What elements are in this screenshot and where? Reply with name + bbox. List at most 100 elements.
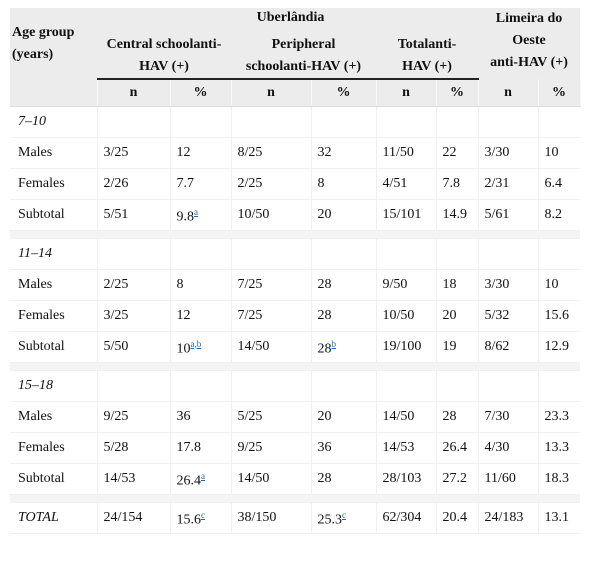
- total-pct: 20.4: [436, 502, 479, 534]
- footnote-link[interactable]: a,b: [190, 338, 202, 349]
- peripheral-pct: 32: [311, 137, 377, 169]
- central-pct-value: 9.8: [176, 209, 195, 225]
- footnote-link[interactable]: c: [201, 509, 205, 520]
- peripheral-pct-value: 28: [317, 471, 332, 486]
- peripheral-pct: 20: [311, 401, 377, 433]
- central-pct: 8: [170, 269, 232, 301]
- central-pct: 9.8a: [170, 199, 232, 231]
- peripheral-n: 10/50: [231, 199, 312, 231]
- row-label: Females: [10, 432, 98, 464]
- central-n: 5/51: [97, 199, 171, 231]
- limeira-n: 11/60: [478, 463, 539, 495]
- limeira-n: 2/31: [478, 168, 539, 200]
- limeira-pct: 12.9: [538, 331, 581, 363]
- footnote-ref: a: [194, 205, 198, 218]
- empty-cell: [376, 106, 437, 138]
- pct-header: %: [538, 79, 581, 107]
- section-spacer: [10, 362, 581, 371]
- peripheral-pct-value: 28: [317, 341, 332, 357]
- row-label: Males: [10, 137, 98, 169]
- table-row: Females 5/28 17.8 9/25 36 14/53 26.4 4/30 13.3: [10, 432, 581, 464]
- limeira-n: 5/32: [478, 300, 539, 332]
- total-n: 14/50: [376, 401, 437, 433]
- empty-cell: [436, 106, 479, 138]
- central-pct-value: 17.8: [176, 440, 202, 455]
- total-n: 62/304: [376, 502, 437, 534]
- table-row: Males 2/25 8 7/25 28 9/50 18 3/30 10: [10, 269, 581, 301]
- limeira-pct: 15.6: [538, 300, 581, 332]
- empty-cell: [436, 238, 479, 270]
- empty-cell: [311, 370, 377, 402]
- footnote-link[interactable]: a: [201, 470, 205, 481]
- header-row-1: Age group (years) Uberlândia Limeira do …: [10, 8, 581, 79]
- total-pct: 14.9: [436, 199, 479, 231]
- footnote-link[interactable]: b: [331, 338, 337, 349]
- empty-cell: [376, 238, 437, 270]
- central-n: 3/25: [97, 137, 171, 169]
- spacer-cell: [10, 230, 581, 239]
- central-pct: 36: [170, 401, 232, 433]
- limeira-pct: 13.3: [538, 432, 581, 464]
- age-section-row: 15–18: [10, 370, 581, 402]
- pct-header: %: [311, 79, 377, 107]
- total-n: 14/53: [376, 432, 437, 464]
- peripheral-pct-value: 28: [317, 308, 332, 323]
- total-n: 10/50: [376, 300, 437, 332]
- peripheral-n: 14/50: [231, 463, 312, 495]
- age-section-row: 11–14: [10, 238, 581, 270]
- central-n: 5/28: [97, 432, 171, 464]
- central-pct: 15.6c: [170, 502, 232, 534]
- empty-cell: [538, 370, 581, 402]
- total-pct: 26.4: [436, 432, 479, 464]
- limeira-pct: 6.4: [538, 168, 581, 200]
- n-header: n: [231, 79, 312, 107]
- total-pct: 20: [436, 300, 479, 332]
- central-pct-value: 36: [176, 409, 191, 424]
- row-label: Subtotal: [10, 199, 98, 231]
- peripheral-n: 7/25: [231, 269, 312, 301]
- footnote-link[interactable]: c: [342, 509, 346, 520]
- n-header: n: [97, 79, 171, 107]
- header-blank: [10, 79, 98, 107]
- row-label: Females: [10, 300, 98, 332]
- central-school-header: Central schoolanti- HAV (+): [97, 34, 231, 80]
- uberlandia-header: Uberlândia: [97, 8, 478, 34]
- central-n: 24/154: [97, 502, 171, 534]
- header-row-3: n % n % n % n %: [10, 79, 581, 107]
- total-row: TOTAL 24/154 15.6c 38/150 25.3c 62/304 20.4 24/…: [10, 502, 581, 534]
- empty-cell: [538, 106, 581, 138]
- central-n: 3/25: [97, 300, 171, 332]
- age-section-label: 7–10: [10, 106, 98, 138]
- hav-prevalence-table: Age group (years) Uberlândia Limeira do …: [10, 8, 581, 534]
- peripheral-n: 8/25: [231, 137, 312, 169]
- age-section-row: 7–10: [10, 106, 581, 138]
- limeira-n: 7/30: [478, 401, 539, 433]
- peripheral-pct-value: 8: [317, 176, 325, 191]
- limeira-pct: 10: [538, 137, 581, 169]
- row-label: Subtotal: [10, 463, 98, 495]
- limeira-n: 5/61: [478, 199, 539, 231]
- central-pct-value: 10: [176, 341, 191, 357]
- table-row: Males 9/25 36 5/25 20 14/50 28 7/30 23.3: [10, 401, 581, 433]
- central-pct-value: 12: [176, 308, 191, 323]
- limeira-pct: 10: [538, 269, 581, 301]
- footnote-link[interactable]: a: [194, 206, 198, 217]
- peripheral-pct: 8: [311, 168, 377, 200]
- n-header: n: [376, 79, 437, 107]
- central-n: 9/25: [97, 401, 171, 433]
- table-row: Females 2/26 7.7 2/25 8 4/51 7.8 2/31 6.4: [10, 168, 581, 200]
- section-spacer: [10, 494, 581, 503]
- peripheral-n: 7/25: [231, 300, 312, 332]
- central-pct: 12: [170, 137, 232, 169]
- empty-cell: [170, 370, 232, 402]
- peripheral-pct: 28: [311, 463, 377, 495]
- age-group-header: Age group (years): [10, 8, 97, 79]
- peripheral-pct: 20: [311, 199, 377, 231]
- central-n: 5/50: [97, 331, 171, 363]
- empty-cell: [538, 238, 581, 270]
- n-header: n: [478, 79, 539, 107]
- peripheral-pct-value: 25.3: [317, 512, 343, 528]
- empty-cell: [231, 106, 312, 138]
- total-pct: 18: [436, 269, 479, 301]
- row-label: Females: [10, 168, 98, 200]
